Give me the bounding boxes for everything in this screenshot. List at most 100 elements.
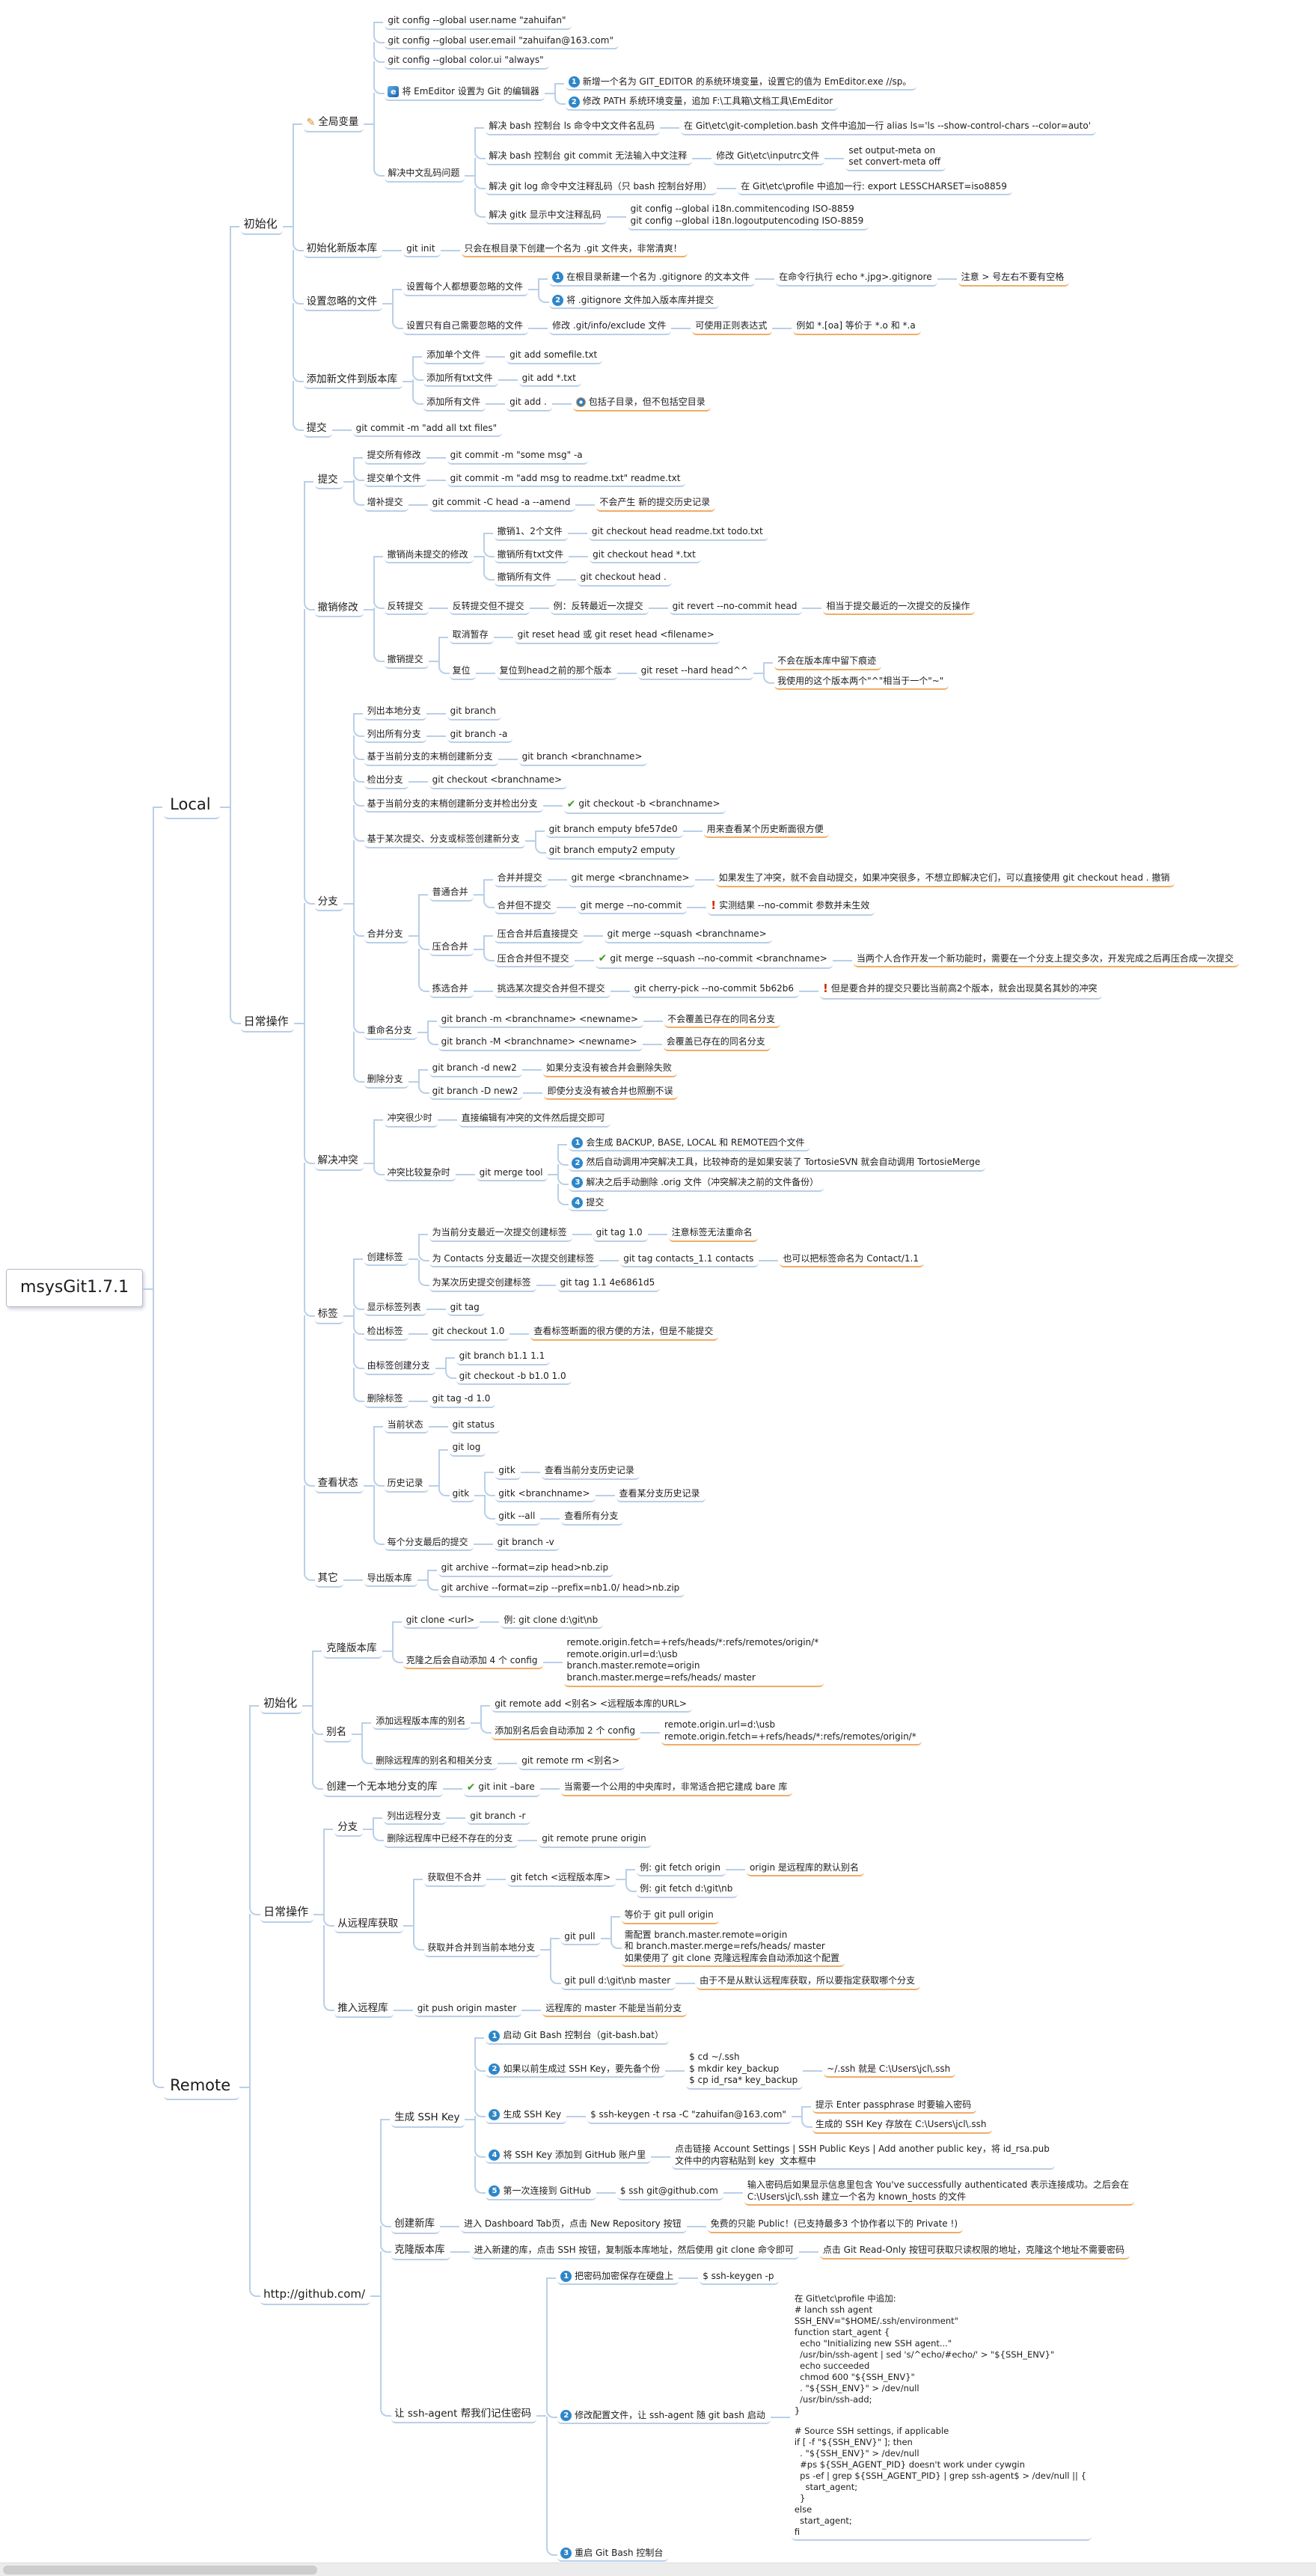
node-label[interactable]: 反转提交: [384, 600, 429, 616]
node-label[interactable]: git merge tool: [476, 1166, 548, 1182]
node-label[interactable]: 合并并提交: [494, 872, 548, 887]
node-label[interactable]: git commit -m "add msg to readme.txt" re…: [447, 472, 686, 488]
node-label[interactable]: Remote: [164, 2074, 240, 2100]
node-label[interactable]: git config --global color.ui "always": [385, 54, 549, 70]
node-label[interactable]: 基于当前分支的末梢创建新分支并检出分支: [364, 798, 543, 813]
node-label[interactable]: git archive --format=zip head>nb.zip: [438, 1561, 614, 1577]
node-label[interactable]: 基于当前分支的末梢创建新分支: [364, 750, 498, 766]
node-label[interactable]: git checkout 1.0: [429, 1325, 510, 1341]
node-label[interactable]: 提交: [314, 473, 343, 490]
node-label[interactable]: git checkout head *.txt: [590, 548, 701, 564]
node-label[interactable]: 如果发生了冲突，就不会自动提交，如果冲突很多，不想立即解决它们，可以直接使用 g…: [715, 872, 1175, 887]
node-label[interactable]: git init –bare: [463, 1780, 540, 1797]
node-label[interactable]: 获取并合并到当前本地分支: [424, 1942, 541, 1957]
node-label[interactable]: gitk: [449, 1487, 475, 1503]
node-label[interactable]: 当需要一个公用的中央库时，非常适合把它建成 bare 库: [560, 1781, 793, 1796]
node-label[interactable]: 拣选合并: [429, 982, 474, 998]
node-label[interactable]: 添加所有文件: [423, 396, 486, 412]
node-label[interactable]: 列出所有分支: [364, 728, 426, 744]
node-label[interactable]: 在命令行执行 echo *.jpg>.gitignore: [776, 271, 937, 287]
node-label[interactable]: 不会覆盖已存在的同名分支: [664, 1013, 781, 1029]
node-label[interactable]: git status: [449, 1419, 500, 1434]
node-label[interactable]: 2 然后自动调用冲突解决工具，比较神奇的是如果安装了 TortosieSVN 就会…: [569, 1156, 986, 1172]
node-label[interactable]: 从远程库获取: [334, 1917, 404, 1934]
node-label[interactable]: 查看状态: [314, 1476, 364, 1493]
node-label[interactable]: 克隆版本库: [391, 2243, 450, 2260]
node-label[interactable]: 创建标签: [364, 1251, 408, 1267]
node-label[interactable]: git add *.txt: [518, 372, 581, 388]
node-label[interactable]: 将 EmEditor 设置为 Git 的编辑器: [385, 85, 545, 101]
node-label[interactable]: git commit -C head -a --amend: [429, 496, 576, 513]
node-label[interactable]: gitk --all: [495, 1510, 541, 1526]
node-label[interactable]: 合并分支: [364, 928, 408, 943]
node-label[interactable]: 设置忽略的文件: [303, 295, 383, 312]
node-label[interactable]: git tag -d 1.0: [429, 1392, 496, 1408]
node-label[interactable]: $ ssh-keygen -t rsa -C "zahuifan@163.com…: [587, 2108, 792, 2124]
node-label[interactable]: git checkout <branchname>: [429, 774, 568, 789]
node-label[interactable]: $ ssh-keygen -p: [700, 2270, 780, 2286]
node-label[interactable]: 标签: [314, 1307, 343, 1324]
node-label[interactable]: git branch <branchname>: [518, 750, 648, 766]
node-label[interactable]: 也可以把标签命名为 Contact/1.1: [780, 1252, 925, 1268]
node-label[interactable]: 压合合并但不提交: [494, 952, 575, 968]
node-label[interactable]: 提交: [303, 421, 332, 438]
node-label[interactable]: 压合合并: [429, 940, 474, 956]
node-label[interactable]: 添加别名后会自动添加 2 个 config: [492, 1725, 641, 1740]
node-label[interactable]: 别名: [323, 1725, 352, 1743]
node-label[interactable]: 3 重启 Git Bash 控制台: [557, 2547, 669, 2563]
node-label[interactable]: 例: git fetch d:\git\nb: [637, 1882, 738, 1898]
node-label[interactable]: 基于某次提交、分支或标签创建新分支: [364, 833, 525, 848]
node-label[interactable]: ~/.ssh 就是 C:\Users\jcl\.ssh: [824, 2063, 956, 2078]
node-label[interactable]: git branch b1.1 1.1: [456, 1350, 551, 1365]
node-label[interactable]: 查看标签断面的很方便的方法，但是不能提交: [530, 1325, 719, 1341]
node-label[interactable]: 1 在根目录新建一个名为 .gitignore 的文本文件: [549, 271, 756, 287]
node-label[interactable]: 撤销修改: [314, 601, 364, 618]
node-label[interactable]: 相当于提交最近的一次提交的反操作: [823, 600, 976, 616]
node-label[interactable]: 1 会生成 BACKUP, BASE, LOCAL 和 REMOTE四个文件: [569, 1136, 810, 1152]
node-label[interactable]: 1 把密码加密保存在硬盘上: [557, 2270, 679, 2286]
node-label[interactable]: 导出版本库: [364, 1572, 417, 1588]
node-label[interactable]: remote.origin.url=d:\usb remote.origin.fe…: [661, 1719, 922, 1746]
node-label[interactable]: 反转提交但不提交: [449, 600, 530, 616]
node-label[interactable]: $ cd ~/.ssh $ mkdir key_backup $ cp id_rsa…: [686, 2051, 804, 2090]
node-label[interactable]: 其它: [314, 1571, 343, 1588]
node-label[interactable]: gitk: [495, 1464, 521, 1480]
node-label[interactable]: 但是要合并的提交只要比当前高2个版本，就会出现莫名其妙的冲突: [820, 981, 1103, 1000]
node-label[interactable]: 初始化: [260, 1695, 303, 1714]
node-label[interactable]: git pull d:\git\nb master: [561, 1974, 676, 1990]
node-label[interactable]: git remote add <别名> <远程版本库的URL>: [492, 1698, 692, 1713]
node-label[interactable]: 撤销1、2个文件: [494, 525, 568, 541]
node-label[interactable]: 添加所有txt文件: [423, 372, 498, 388]
node-label[interactable]: 如果分支没有被合并会删除失败: [542, 1062, 677, 1077]
node-label[interactable]: $ ssh git@github.com: [616, 2185, 723, 2200]
node-label[interactable]: git reset --hard head^^: [637, 664, 754, 680]
node-label[interactable]: 重命名分支: [364, 1024, 417, 1040]
node-label[interactable]: git branch -v: [494, 1536, 560, 1552]
node-label[interactable]: 只会在根目录下创建一个名为 .git 文件夹，非常清爽！: [461, 242, 688, 258]
node-label[interactable]: 修改 .git/info/exclude 文件: [549, 319, 672, 335]
node-label[interactable]: 全局变量: [303, 115, 364, 132]
node-label[interactable]: 2 修改配置文件，让 ssh-agent 随 git bash 启动: [557, 2409, 771, 2425]
node-label[interactable]: 删除远程库中已经不存在的分支: [384, 1832, 518, 1848]
node-label[interactable]: 用来查看某个历史断面很方便: [703, 823, 829, 839]
node-label[interactable]: 注意 > 号左右不要有空格: [958, 271, 1070, 287]
node-label[interactable]: 为当前分支最近一次提交创建标签: [429, 1226, 572, 1242]
node-label[interactable]: 获取但不合并: [424, 1871, 487, 1887]
node-label[interactable]: 挑选某次提交合并但不提交: [494, 982, 610, 998]
node-label[interactable]: 解决 gitk 显示中文注释乱码: [486, 209, 607, 224]
node-label[interactable]: 复位到head之前的那个版本: [496, 664, 617, 680]
node-label[interactable]: 进入 Dashboard Tab页，点击 New Repository 按钮: [461, 2218, 687, 2233]
node-label[interactable]: 克隆版本库: [323, 1642, 382, 1659]
node-label[interactable]: 冲突比较复杂时: [384, 1166, 456, 1182]
node-label[interactable]: git tag: [447, 1301, 485, 1317]
node-label[interactable]: origin 是远程库的默认别名: [746, 1861, 864, 1877]
node-label[interactable]: git merge <branchname>: [568, 872, 695, 887]
node-label[interactable]: 检出分支: [364, 774, 408, 789]
node-label[interactable]: 2 修改 PATH 系统环境变量，追加 F:\工具箱\文档工具\EmEditor: [565, 95, 839, 111]
node-label[interactable]: 分支: [334, 1820, 364, 1838]
node-label[interactable]: 分支: [314, 895, 343, 912]
node-label[interactable]: gitk <branchname>: [495, 1487, 596, 1503]
node-label[interactable]: 输入密码后如果显示信息里包含 You've successfully authe…: [744, 2179, 1135, 2206]
